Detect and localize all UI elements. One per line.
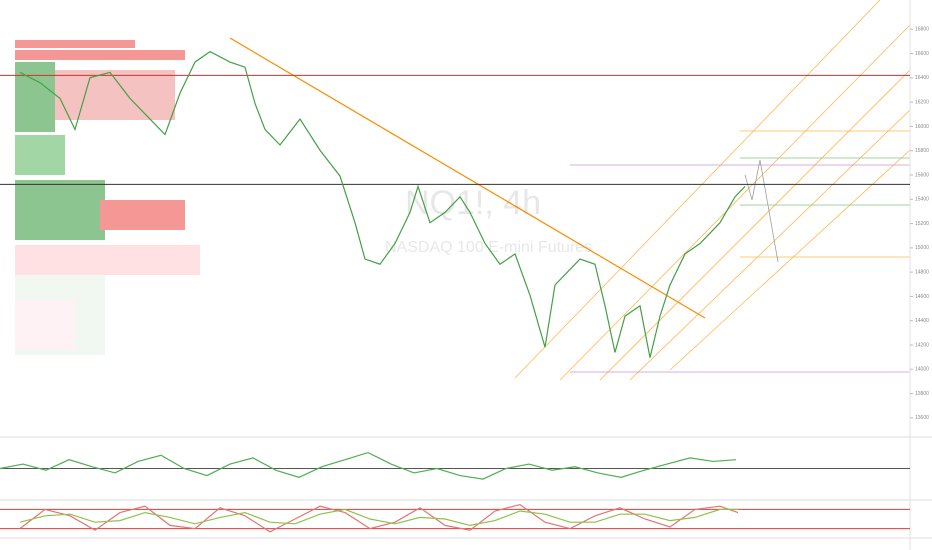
y-tick-label: 15000 [915, 245, 929, 251]
y-tick-label: 15200 [915, 221, 929, 227]
y-tick-label: 15400 [915, 197, 929, 203]
y-tick-label: 16400 [915, 75, 929, 81]
y-tick-label: 16000 [915, 124, 929, 130]
pitchfork [229, 0, 911, 381]
y-tick-label: 15800 [915, 148, 929, 154]
series-line [19, 508, 738, 527]
y-tick-label: 14600 [915, 294, 929, 300]
series-line [19, 50, 746, 358]
y-tick-label: 14400 [915, 318, 929, 324]
y-tick-label: 14000 [915, 367, 929, 373]
y-tick-label: 16600 [915, 51, 929, 57]
y-tick-label: 15600 [915, 172, 929, 178]
watermark-ticker: NQ1!, 4h [405, 184, 541, 222]
y-tick-label: 14200 [915, 342, 929, 348]
y-tick-label: 13800 [915, 391, 929, 397]
volume-profile [15, 40, 200, 355]
y-tick-label: 16200 [915, 99, 929, 105]
y-tick-label: 16800 [915, 27, 929, 33]
y-tick-label: 14800 [915, 269, 929, 275]
series-line [0, 451, 737, 480]
y-tick-label: 13600 [915, 415, 929, 421]
series-line [19, 503, 739, 533]
